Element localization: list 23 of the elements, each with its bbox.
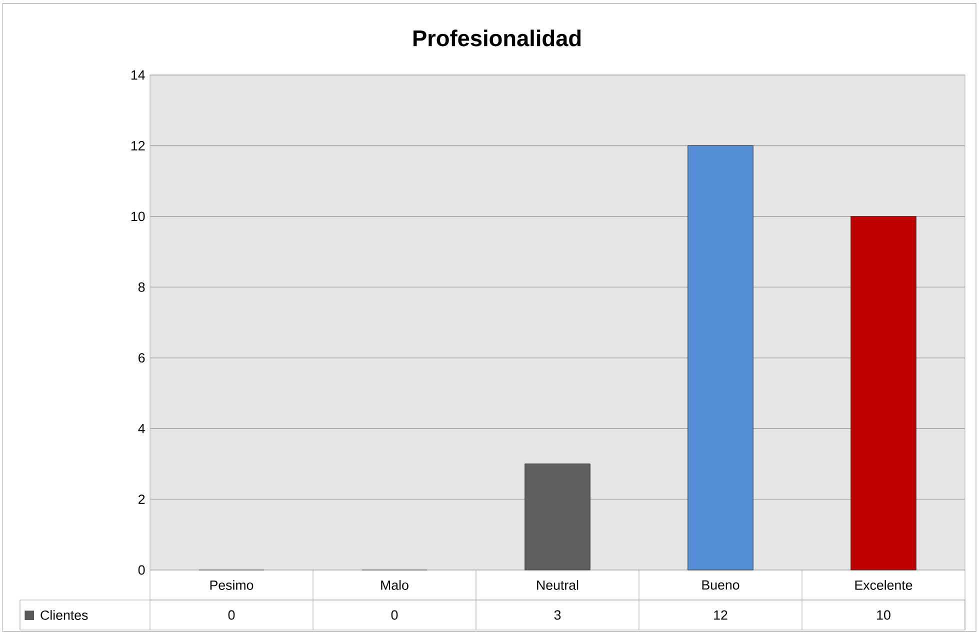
x-tick-label: Pesimo: [210, 580, 254, 590]
y-tick-label: 0: [138, 565, 145, 575]
data-label: 12: [714, 610, 728, 620]
y-tick-label: 14: [131, 70, 145, 80]
x-tick-label: Bueno: [702, 580, 740, 590]
bar: [524, 464, 590, 570]
data-label: 0: [228, 610, 235, 620]
legend-label: Clientes: [40, 610, 88, 620]
data-label: 0: [391, 610, 398, 620]
bar: [688, 145, 754, 570]
x-tick-label: Neutral: [537, 580, 578, 590]
y-tick-label: 2: [138, 494, 145, 504]
y-tick-label: 6: [138, 353, 145, 363]
x-tick-label: Malo: [381, 580, 408, 590]
y-tick-label: 12: [131, 141, 145, 150]
bar: [850, 216, 916, 570]
x-tick-label: Excelente: [855, 580, 912, 590]
y-tick-label: 4: [138, 424, 145, 434]
y-tick-label: 8: [138, 282, 145, 292]
y-tick-label: 10: [131, 212, 145, 222]
data-label: 10: [877, 610, 890, 620]
data-label: 3: [554, 610, 561, 620]
chart-title: Profesionalidad: [414, 30, 581, 46]
